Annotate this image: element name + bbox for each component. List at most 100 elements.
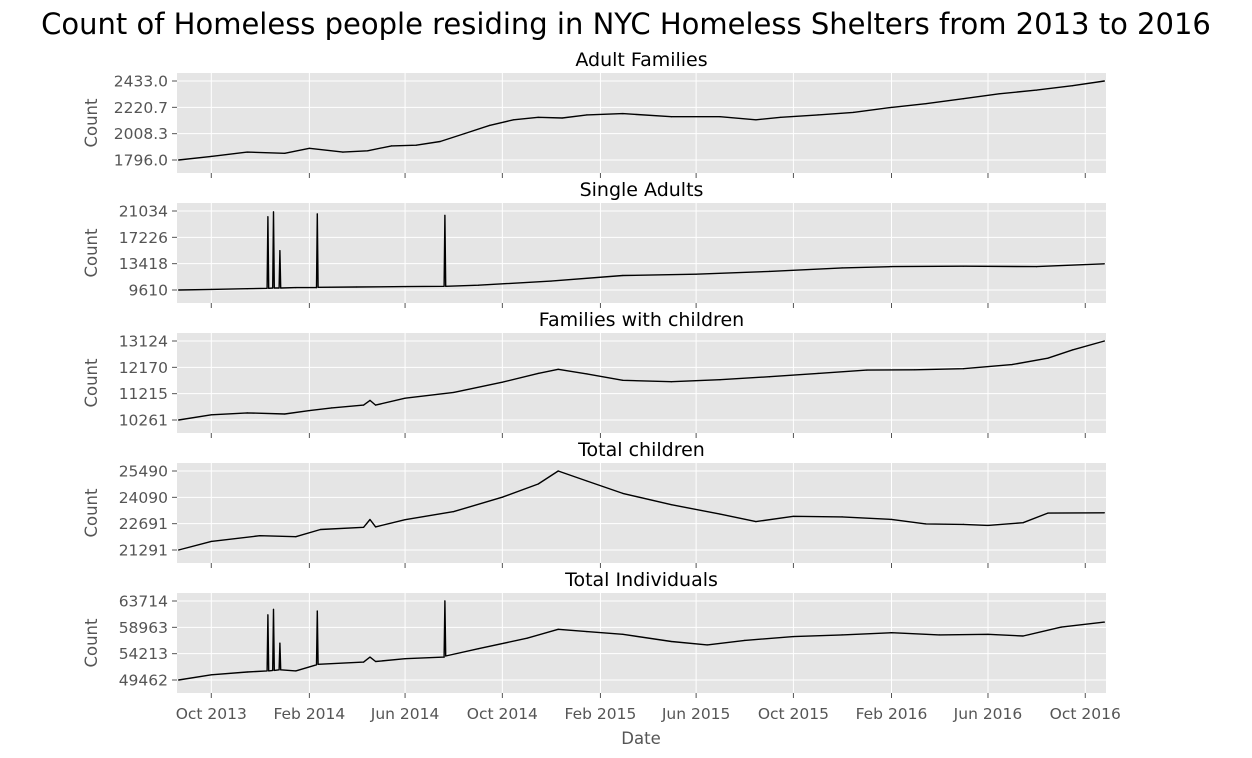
y-tick-label: 13418	[119, 255, 168, 273]
data-point	[622, 379, 624, 381]
data-point	[453, 391, 455, 393]
data-point	[622, 633, 624, 635]
data-point	[1103, 263, 1105, 265]
data-point	[415, 144, 417, 146]
data-point	[404, 286, 406, 288]
data-point	[178, 289, 180, 291]
panel-3: 21291 22691 24090 25490 Total children Count	[82, 439, 1106, 568]
panel-title: Total Individuals	[564, 569, 718, 591]
data-point	[1036, 266, 1038, 268]
data-point	[586, 480, 588, 482]
y-tick-label: 17226	[119, 229, 168, 247]
data-point	[622, 492, 624, 494]
data-point	[1071, 349, 1074, 351]
panel-2: 10261 11215 12170 13124 Families with childr…	[82, 309, 1106, 438]
x-tick-label: Oct 2013	[176, 705, 247, 723]
data-point	[962, 265, 964, 267]
data-point	[355, 286, 357, 288]
data-point	[246, 288, 248, 290]
chart-title: Count of Homeless people residing in NYC…	[41, 7, 1211, 41]
data-point	[962, 98, 964, 100]
data-point	[178, 549, 180, 551]
panel-title: Families with children	[539, 309, 744, 331]
data-point	[477, 284, 479, 286]
data-point	[266, 670, 268, 672]
data-point	[315, 287, 318, 289]
data-point	[267, 216, 269, 218]
y-tick-label: 1796.0	[114, 152, 168, 170]
panel-title: Total children	[577, 439, 705, 461]
data-point	[841, 634, 843, 636]
y-tick-label: 25490	[119, 463, 168, 481]
data-point	[363, 526, 365, 528]
data-point	[404, 397, 406, 399]
data-point	[375, 404, 377, 406]
panel-title: Single Adults	[580, 179, 704, 201]
panel-background	[177, 463, 1106, 563]
data-point	[315, 664, 318, 666]
data-point	[279, 642, 281, 644]
panel-4: Oct 2013 Feb 2014 Jun 2014 Oct 2014 Feb 2015…	[82, 569, 1121, 723]
data-point	[369, 656, 371, 658]
data-point	[501, 496, 503, 498]
data-point	[1060, 626, 1062, 628]
y-axis-label: Count	[82, 618, 101, 668]
data-point	[404, 658, 406, 660]
data-point	[246, 412, 248, 414]
data-point	[284, 413, 286, 415]
data-point	[561, 117, 563, 119]
y-tick-label: 10261	[119, 412, 168, 430]
panel-background	[177, 593, 1106, 693]
x-tick-label: Feb 2016	[856, 705, 928, 723]
data-point	[273, 669, 275, 672]
data-point	[445, 655, 447, 657]
y-tick-label: 49462	[119, 672, 168, 690]
data-point	[1022, 522, 1024, 524]
data-point	[444, 600, 446, 602]
data-point	[268, 670, 270, 672]
data-point	[890, 632, 893, 634]
y-tick-label: 21291	[119, 542, 168, 560]
data-point	[768, 270, 771, 272]
panel-title: Adult Families	[575, 49, 707, 71]
data-point	[272, 211, 275, 213]
data-point	[369, 399, 371, 401]
data-point	[295, 287, 297, 289]
data-point	[890, 266, 893, 268]
series-line-0	[178, 80, 1105, 161]
data-point	[178, 419, 180, 421]
data-point	[178, 159, 180, 161]
data-point	[367, 150, 369, 152]
data-point	[363, 661, 365, 663]
data-point	[537, 483, 539, 485]
data-point	[317, 286, 319, 288]
x-tick-label: Oct 2014	[467, 705, 538, 723]
data-point	[852, 111, 854, 113]
data-point	[1103, 512, 1105, 514]
data-point	[670, 504, 673, 506]
data-point	[464, 132, 466, 135]
data-point	[1011, 364, 1013, 366]
y-axis-label: Count	[82, 228, 101, 278]
data-point	[272, 608, 275, 611]
data-point	[925, 103, 927, 105]
y-tick-label: 63714	[119, 593, 168, 611]
data-point	[316, 213, 318, 215]
data-point	[266, 287, 268, 289]
data-point	[278, 669, 280, 671]
data-point	[792, 636, 795, 638]
y-tick-label: 9610	[129, 282, 168, 300]
data-point	[1103, 340, 1105, 342]
data-point	[404, 519, 406, 521]
data-point	[501, 381, 503, 383]
data-point	[537, 372, 539, 374]
data-point	[210, 540, 212, 543]
y-tick-label: 22691	[119, 515, 168, 533]
data-point	[210, 288, 212, 290]
panel-0: 1796.0 2008.3 2220.7 2433.0 Adult Families Co…	[82, 49, 1106, 178]
data-point	[342, 151, 344, 153]
data-point	[210, 414, 212, 416]
y-tick-label: 54213	[119, 645, 168, 663]
data-point	[278, 287, 280, 289]
